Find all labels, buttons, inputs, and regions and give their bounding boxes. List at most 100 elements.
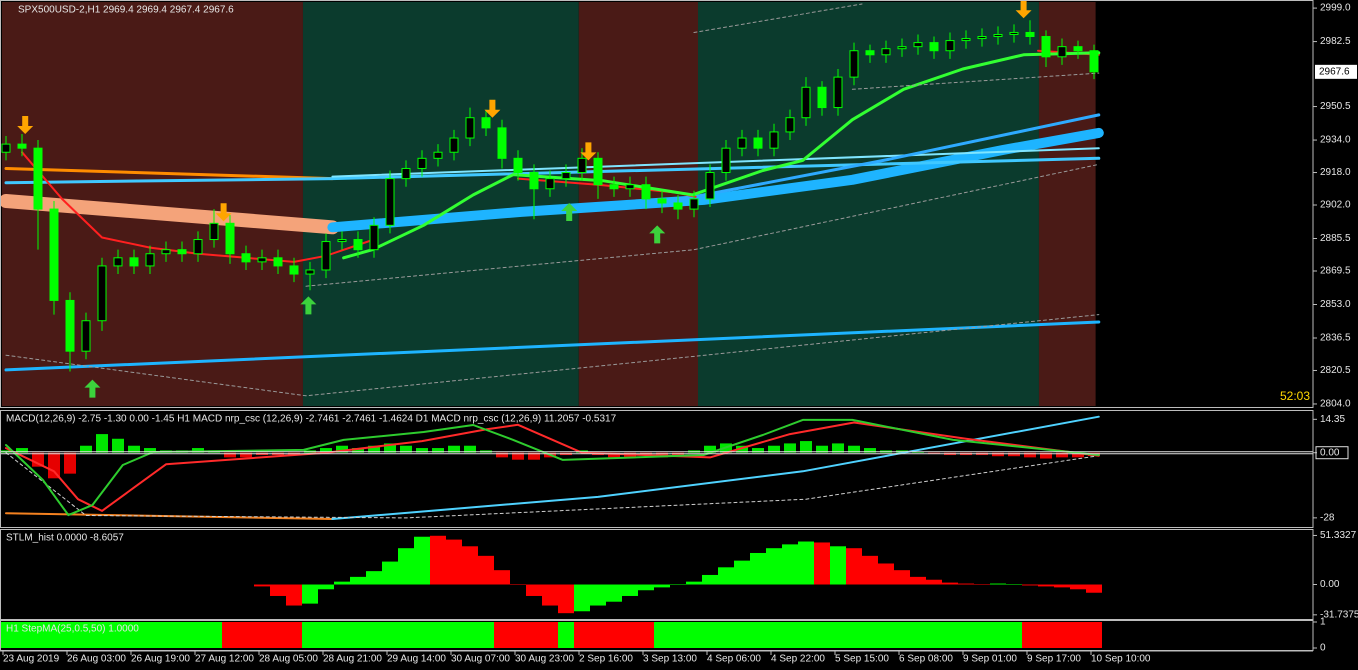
x-tick-label: 30 Aug 23:00 (515, 654, 574, 665)
histogram-bar (622, 622, 638, 648)
candle-body (513, 157, 523, 174)
candle-body (785, 117, 795, 133)
candle-body (81, 320, 91, 352)
x-tick-label: 2 Sep 16:00 (579, 654, 633, 665)
candle-body (209, 222, 219, 241)
histogram-bar (814, 622, 830, 648)
candle-body (49, 208, 59, 301)
histogram-bar (606, 584, 622, 602)
candle-body (433, 151, 443, 159)
histogram-bar (414, 536, 430, 585)
candle-body (1041, 36, 1051, 58)
x-tick-label: 5 Sep 15:00 (835, 654, 889, 665)
candle-body (289, 265, 299, 275)
histogram-bar (1022, 622, 1038, 648)
histogram-bar (110, 622, 126, 648)
candle-body (801, 86, 811, 119)
x-tick-label: 6 Sep 08:00 (899, 654, 953, 665)
histogram-bar (512, 452, 524, 460)
histogram-bar (830, 546, 846, 585)
candle-body (593, 157, 603, 186)
histogram-bar (862, 555, 878, 585)
histogram-bar (254, 584, 270, 587)
histogram-bar (814, 542, 830, 585)
histogram-bar (638, 622, 654, 648)
indicator-line (4, 320, 1101, 372)
x-tick-label: 28 Aug 21:00 (323, 654, 382, 665)
x-tick-label: 26 Aug 19:00 (131, 654, 190, 665)
candle-body (529, 172, 539, 190)
histogram-bar (206, 622, 222, 648)
histogram-bar (862, 622, 878, 648)
candle-body (641, 184, 651, 200)
candle-body (401, 167, 411, 180)
histogram-bar (734, 560, 750, 585)
histogram-bar (494, 570, 510, 585)
histogram-bar (542, 584, 558, 606)
panel-frame (0, 410, 1314, 528)
x-tick-label: 26 Aug 03:00 (67, 654, 126, 665)
histogram-bar (686, 581, 702, 585)
histogram-bar (158, 622, 174, 648)
histogram-bar (670, 622, 686, 648)
candle-body (737, 137, 747, 149)
candle-body (657, 198, 667, 204)
y-tick-label: 2885.5 (1320, 233, 1351, 244)
histogram-bar (1054, 622, 1070, 648)
histogram-bar (448, 445, 460, 453)
histogram-bar (126, 622, 142, 648)
candle-body (945, 40, 955, 52)
panel-title: H1 StepMA(25,0.5,50) 1.0000 (6, 624, 139, 635)
histogram-bar (894, 622, 910, 648)
histogram-bar (174, 622, 190, 648)
indicator-line (851, 72, 1100, 90)
histogram-bar (574, 622, 590, 648)
histogram-bar (1070, 622, 1086, 648)
histogram-bar (78, 622, 94, 648)
histogram-bar (702, 622, 718, 648)
y-tick-label: 2950.5 (1320, 101, 1351, 112)
candle-body (961, 38, 971, 42)
signal-arrow (215, 203, 232, 222)
histogram-bar (942, 622, 958, 648)
histogram-bar (112, 438, 124, 453)
histogram-bar (784, 443, 796, 453)
signal-arrow (484, 99, 501, 118)
histogram-bar (446, 622, 462, 648)
indicator-line (4, 156, 1101, 185)
x-tick-label: 9 Sep 01:00 (963, 654, 1017, 665)
panel-title: STLM_hist 0.0000 -8.6057 (6, 533, 124, 544)
y-tick-label: 14.35 (1320, 414, 1345, 425)
histogram-bar (958, 622, 974, 648)
candle-body (497, 127, 507, 159)
candle-body (561, 172, 571, 180)
candle-body (337, 239, 347, 243)
histogram-bar (190, 622, 206, 648)
candle-body (177, 249, 187, 255)
indicator-line (5, 512, 334, 520)
histogram-bar (718, 622, 734, 648)
histogram-bar (574, 584, 590, 612)
candle-body (1089, 50, 1099, 73)
x-tick-label: 9 Sep 17:00 (1027, 654, 1081, 665)
histogram-bar (142, 622, 158, 648)
histogram-bar (478, 622, 494, 648)
histogram-bar (766, 622, 782, 648)
candle-body (1, 143, 11, 153)
candle-body (897, 46, 907, 50)
histogram-bar (382, 622, 398, 648)
candle-body (161, 249, 171, 255)
histogram-bar (1072, 452, 1084, 458)
indicator-line (342, 51, 1101, 260)
y-tick-label: 1 (1320, 617, 1326, 628)
histogram-bar (766, 548, 782, 585)
histogram-bar (336, 445, 348, 453)
histogram-bar (798, 541, 814, 585)
histogram-bar (1006, 584, 1022, 585)
indicator-line (5, 418, 1100, 517)
histogram-bar (446, 539, 462, 585)
histogram-bar (16, 448, 28, 453)
histogram-bar (30, 622, 46, 648)
indicator-line (5, 314, 1100, 397)
histogram-bar (432, 448, 444, 453)
